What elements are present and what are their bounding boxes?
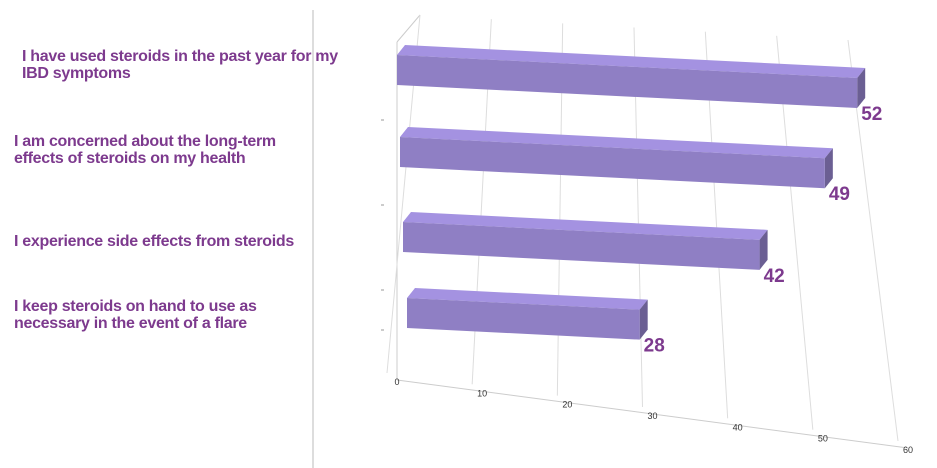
x-tick-label: 50 <box>818 434 828 444</box>
axis-line <box>396 379 909 449</box>
value-label: 52 <box>861 104 882 125</box>
bar-face <box>397 45 866 79</box>
category-label: I keep steroids on hand to use as necess… <box>14 298 257 332</box>
x-tick-label: 10 <box>477 388 487 398</box>
bar-face <box>857 68 866 109</box>
bar-face <box>403 222 760 270</box>
bar-face <box>403 212 768 240</box>
bar-face <box>400 137 825 189</box>
bar <box>397 45 866 109</box>
bar <box>403 212 768 270</box>
bar <box>407 288 648 340</box>
bar-face <box>400 127 833 159</box>
bar-face <box>397 55 858 109</box>
value-label: 28 <box>644 336 665 357</box>
value-label: 49 <box>829 184 850 205</box>
x-tick-label: 0 <box>394 377 399 387</box>
category-label: I experience side effects from steroids <box>14 233 294 250</box>
axis-line <box>396 14 421 43</box>
bar-face <box>407 298 640 340</box>
x-tick-label: 60 <box>903 445 913 455</box>
x-tick-label: 30 <box>647 411 657 421</box>
category-label: I am concerned about the long-term effec… <box>14 133 276 167</box>
x-tick-label: 40 <box>733 422 743 432</box>
bar-face <box>759 229 768 270</box>
x-tick-label: 20 <box>562 400 572 410</box>
bar <box>400 127 833 189</box>
bar-face <box>824 148 833 189</box>
bar-face <box>639 299 648 340</box>
bar-face <box>407 288 648 310</box>
value-label: 42 <box>764 266 785 287</box>
category-label: I have used steroids in the past year fo… <box>22 48 338 82</box>
